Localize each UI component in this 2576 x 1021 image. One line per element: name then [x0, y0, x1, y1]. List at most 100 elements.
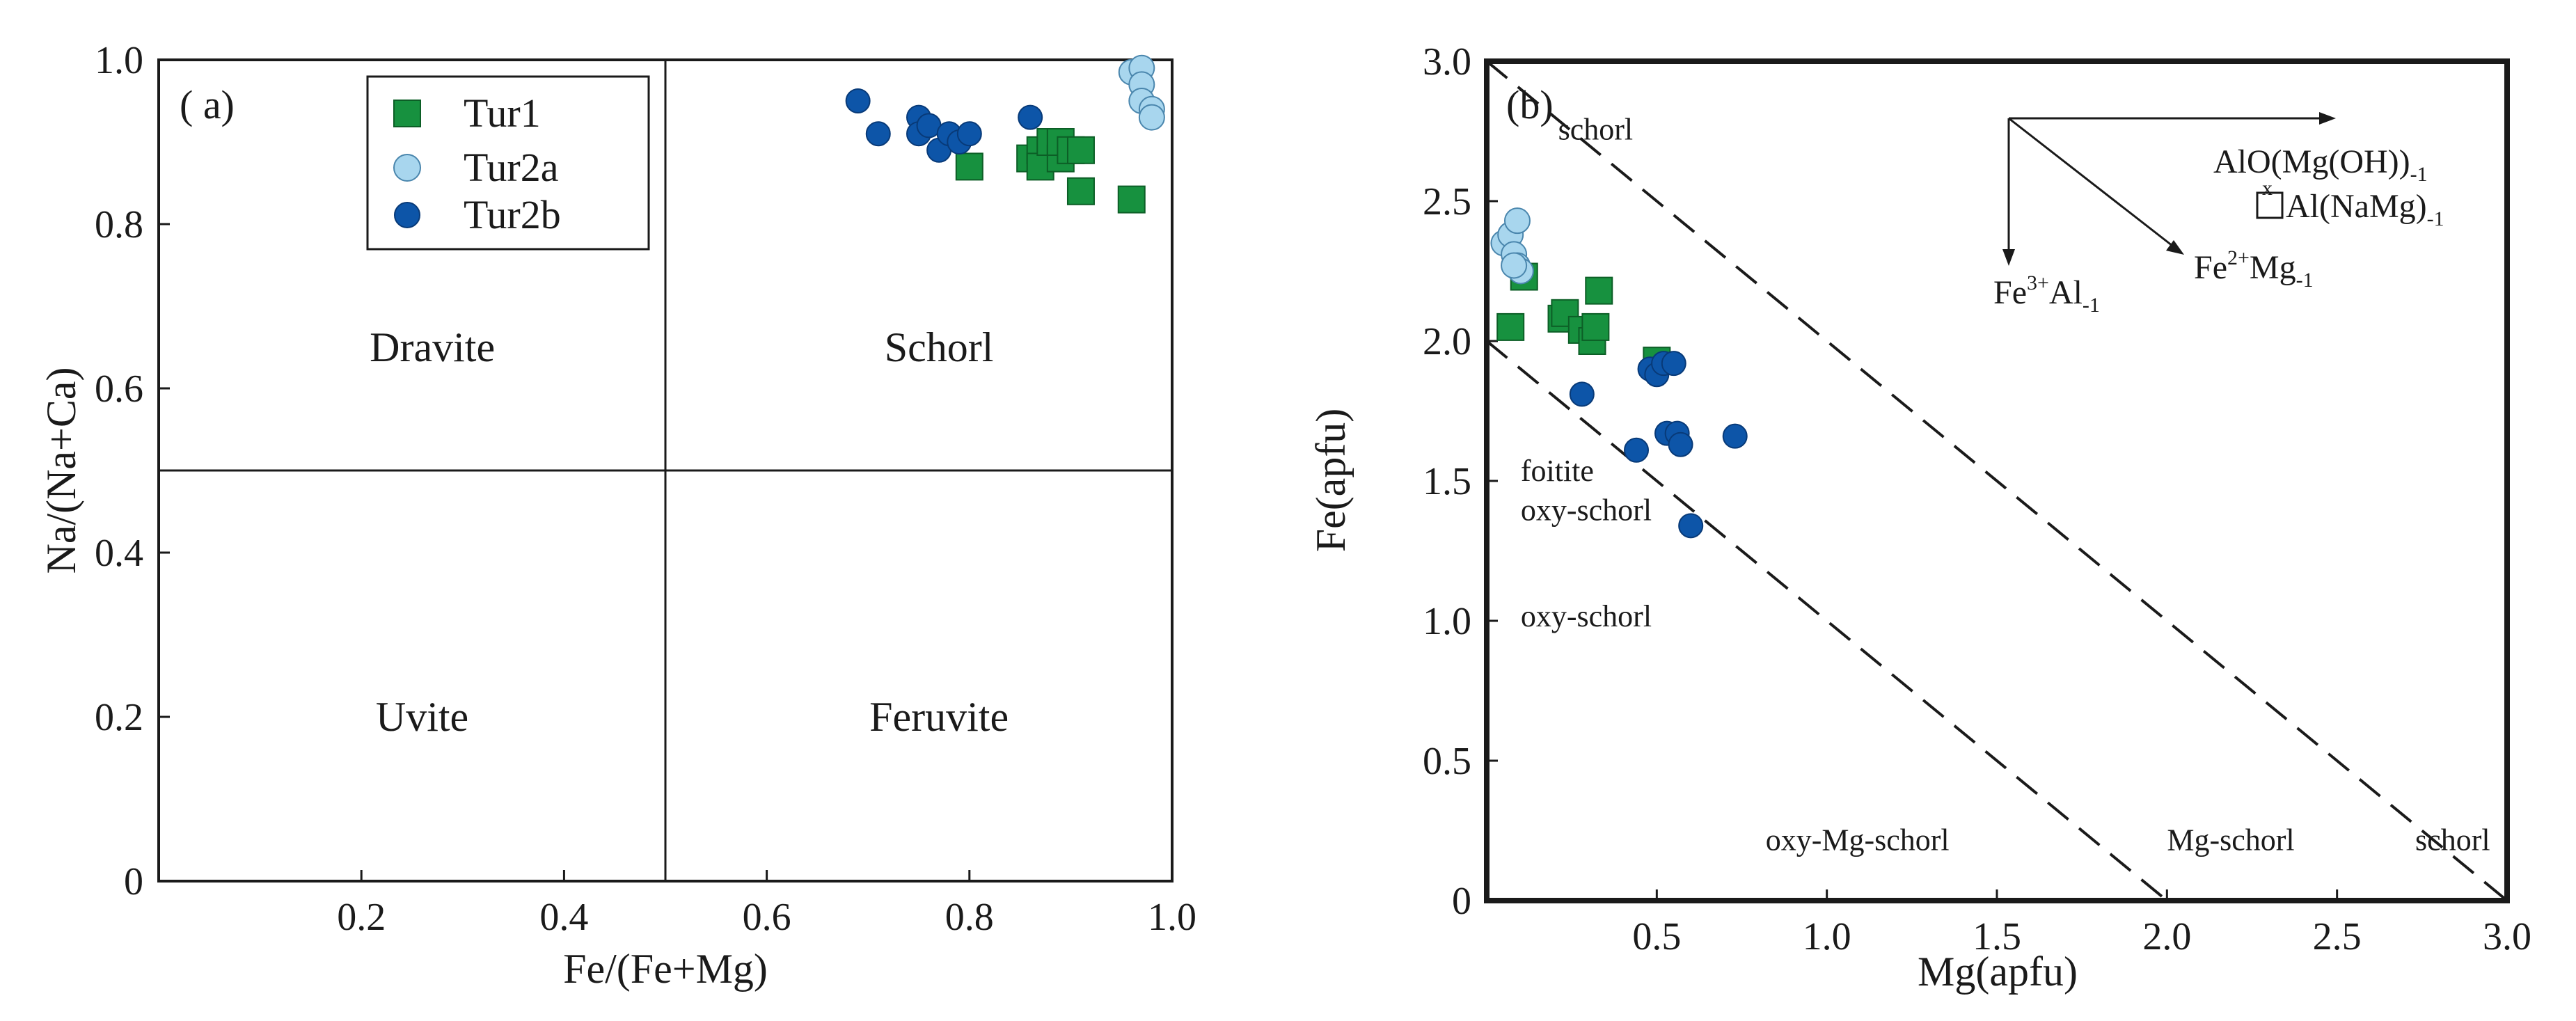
chart-a-point-tur1	[955, 152, 983, 181]
vector-arrowhead-alo	[2319, 112, 2336, 125]
chart-a-y-tick-label: 0.4	[95, 532, 143, 575]
chart-a-point-tur1	[1117, 185, 1146, 214]
chart-a-point-tur2b	[865, 121, 891, 147]
chart-b-panel-label: (b)	[1506, 82, 1554, 127]
chart-b-x-tick-label: 2.5	[2313, 915, 2362, 958]
vector-label-alnamg: Al(NaMg)-1	[2286, 188, 2444, 230]
chart-a-y-tick-label: 0.8	[95, 203, 143, 246]
chart-a-x-axis-label: Fe/(Fe+Mg)	[563, 946, 768, 992]
chart-b-point-tur2a	[1501, 252, 1528, 279]
chart-b-point-tur2b	[1624, 437, 1650, 463]
vector-label-fe2mg: Fe2+Mg-1	[2194, 246, 2314, 292]
field-label-oxy-schorl: oxy-schorl	[1521, 599, 1652, 633]
chart-b-point-tur2b	[1668, 432, 1693, 457]
chart-b-y-tick-label: 2.5	[1423, 180, 1471, 223]
dashed-boundary-line	[1485, 60, 2508, 902]
chart-b-point-tur2b	[1722, 423, 1748, 449]
chart-b-y-tick-label: 2.0	[1423, 320, 1471, 363]
chart-a-y-tick-label: 1.0	[95, 39, 143, 82]
chart-b-y-tick-label: 1.5	[1423, 460, 1471, 503]
vector-alo-main: AlO(Mg(OH))	[2213, 143, 2410, 180]
chart-a-points	[845, 54, 1165, 214]
chart-a-point-tur2b	[956, 121, 982, 147]
field-label-oxy-mg-schorl: oxy-Mg-schorl	[1766, 823, 1950, 857]
chart-a-point-tur2b	[845, 88, 871, 113]
chart-b-field-labels: schorl foitite oxy-schorl oxy-schorl oxy-Mg-…	[1521, 113, 2490, 857]
chart-b-y-axis-label: Fe(apfu)	[1308, 409, 1354, 553]
chart-b-ticks: 0.5 1.0 1.5 2.0 2.5 3.0 0 0.5 1.0 1.5 2.0 2.5 3.0	[1423, 40, 2531, 958]
legend-marker-tur1	[393, 100, 421, 127]
vector-arrowhead-fe3al	[2002, 249, 2015, 266]
legend-marker-tur2b	[394, 202, 420, 228]
chart-b-points	[1490, 207, 1748, 539]
chart-b-y-tick-label: 3.0	[1423, 40, 1471, 84]
chart-a-x-tick-label: 0.4	[539, 896, 588, 939]
vector-arrow-fe2mg	[2008, 117, 2179, 252]
chart-b-point-tur2a	[1503, 207, 1531, 235]
chart-a-field-boundaries	[159, 60, 1172, 881]
field-label-schorl: schorl	[1558, 113, 1634, 147]
vector-fe3al-sub: -1	[2083, 294, 2100, 317]
chart-b-point-tur1	[1496, 312, 1525, 341]
vector-alo-sub: -1	[2410, 163, 2428, 186]
chart-b: 0.5 1.0 1.5 2.0 2.5 3.0 0 0.5 1.0 1.5 2.0 2.5 3.0 sc…	[1308, 40, 2531, 995]
chart-a-point-tur2b	[1018, 104, 1043, 130]
chart-b-x-tick-label: 3.0	[2483, 915, 2531, 958]
vector-label-fe3al: Fe3+Al-1	[1993, 271, 2100, 317]
vector-vacancy-prefix: x	[2262, 177, 2273, 200]
vector-fe3al-main: Fe	[1993, 274, 2027, 311]
vector-fe3al-main2: Al	[2049, 274, 2083, 311]
chart-a-x-tick-label: 0.8	[945, 896, 994, 939]
vector-fe2mg-sup: 2+	[2227, 246, 2250, 269]
chart-b-y-tick-label: 0.5	[1423, 740, 1471, 783]
chart-a: 0.2 0.4 0.6 0.8 1.0 0 0.2 0.4 0.6 0.8 1.0 Dravite S…	[38, 39, 1196, 992]
chart-b-x-tick-label: 1.5	[1973, 915, 2021, 958]
chart-b-x-tick-label: 1.0	[1803, 915, 1851, 958]
chart-b-y-tick-label: 1.0	[1423, 600, 1471, 643]
chart-a-y-tick-label: 0.6	[95, 367, 143, 411]
vector-fe2mg-sub: -1	[2296, 269, 2314, 292]
vector-alnamg-sub: -1	[2427, 207, 2444, 230]
chart-a-x-tick-label: 0.2	[337, 896, 386, 939]
chart-b-y-tick-label: 0	[1452, 880, 1471, 923]
chart-b-point-tur2b	[1661, 351, 1686, 377]
chart-a-ticks: 0.2 0.4 0.6 0.8 1.0 0 0.2 0.4 0.6 0.8 1.0	[95, 39, 1196, 939]
chart-a-point-tur2a	[1138, 104, 1165, 131]
vector-arrowhead-fe2mg	[2166, 240, 2184, 255]
field-label-dravite: Dravite	[370, 324, 495, 370]
chart-a-panel-label: ( a)	[180, 82, 235, 127]
vector-fe2mg-main: Fe	[2194, 249, 2227, 286]
chart-a-point-tur1	[1066, 136, 1095, 164]
chart-b-point-tur1	[1585, 276, 1613, 305]
exchange-vector-diagram: AlO(Mg(OH))-1 x Al(NaMg)-1 Fe2+Mg-1 Fe3+…	[1993, 112, 2444, 317]
chart-b-x-axis-label: Mg(apfu)	[1918, 949, 2078, 995]
chart-a-y-axis-label: Na/(Na+Ca)	[38, 367, 84, 573]
chart-b-boundary-lines	[1485, 60, 2508, 902]
chart-a-point-tur1	[1066, 177, 1095, 205]
field-label-mg-schorl: Mg-schorl	[2167, 823, 2294, 857]
chart-a-x-tick-label: 1.0	[1148, 896, 1196, 939]
legend-label-tur2b: Tur2b	[464, 192, 561, 237]
chart-b-point-tur2b	[1569, 381, 1595, 407]
legend-marker-tur2a	[393, 154, 421, 182]
vector-fe2mg-main2: Mg	[2250, 249, 2296, 286]
vector-label-alo: AlO(Mg(OH))-1	[2213, 143, 2428, 186]
field-label-schorl: schorl	[2415, 823, 2490, 857]
chart-b-point-tur1	[1581, 312, 1610, 341]
legend-label-tur2a: Tur2a	[464, 145, 558, 190]
field-label-feruvite: Feruvite	[869, 694, 1009, 740]
field-label-oxy-schorl: oxy-schorl	[1521, 493, 1652, 527]
field-label-foitite: foitite	[1521, 454, 1594, 488]
vector-fe3al-sup: 3+	[2027, 271, 2049, 294]
chart-a-y-tick-label: 0	[124, 860, 143, 903]
chart-b-point-tur2b	[1678, 513, 1704, 539]
dashed-boundary-line	[1485, 340, 2168, 902]
chart-a-x-tick-label: 0.6	[743, 896, 791, 939]
chart-b-x-tick-label: 2.0	[2142, 915, 2191, 958]
field-label-schorl: Schorl	[885, 324, 994, 370]
legend-label-tur1: Tur1	[464, 90, 541, 136]
chart-a-legend: Tur1 Tur2a Tur2b	[366, 75, 650, 251]
vector-alnamg-main: Al(NaMg)	[2286, 188, 2427, 225]
vacancy-square-icon	[2256, 191, 2284, 219]
